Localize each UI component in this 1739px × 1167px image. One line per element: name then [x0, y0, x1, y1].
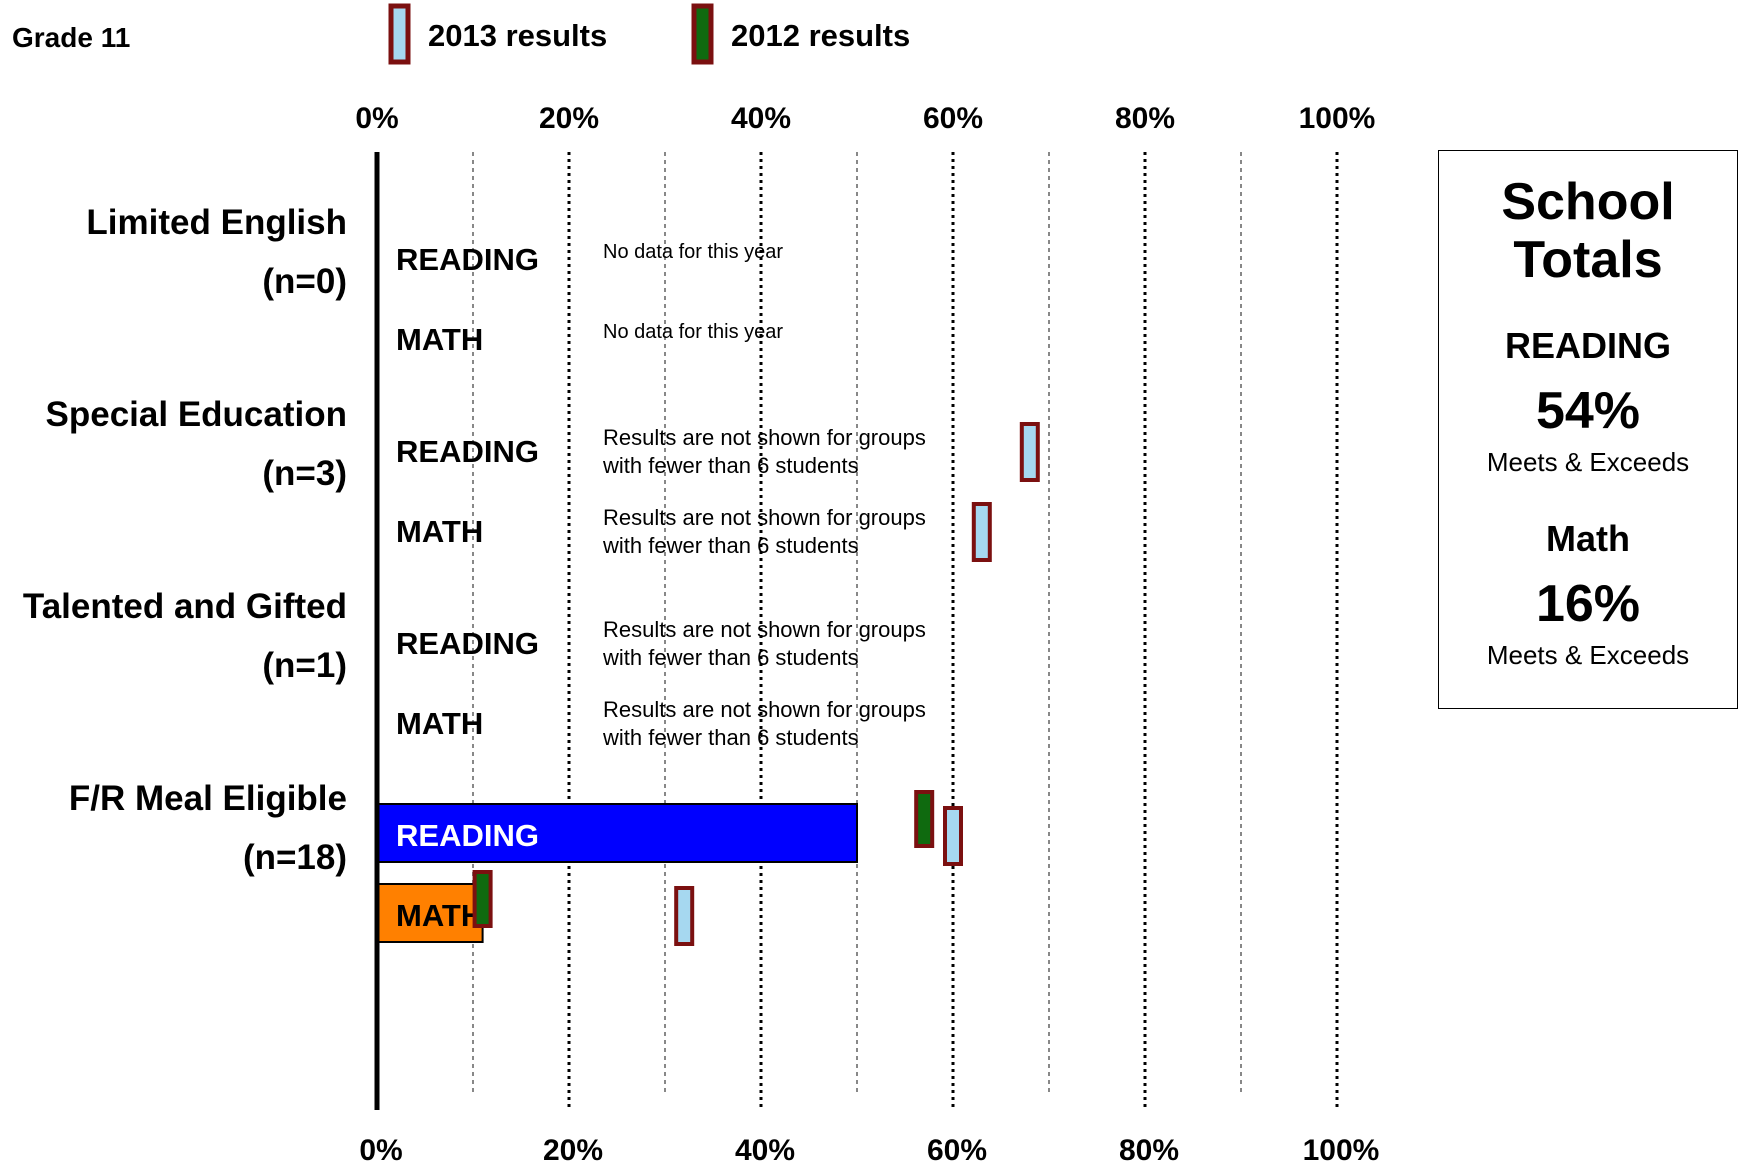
- group-n-f-r-meal-eligible: (n=18): [243, 838, 347, 877]
- row-label-talented-and-gifted-math: MATH: [396, 706, 483, 741]
- x-tick-top-80: 80%: [1115, 102, 1175, 135]
- group-label-f-r-meal-eligible: F/R Meal Eligible: [69, 779, 347, 818]
- school-totals-title-line1: School: [1501, 173, 1675, 231]
- totals-math-caption: Meets & Exceeds: [1486, 640, 1690, 670]
- x-tick-top-0: 0%: [355, 102, 398, 135]
- bar-f-r-meal-eligible-math: [376, 883, 484, 943]
- legend: 2013 results 2012 results: [388, 3, 910, 65]
- x-tick-bottom-20: 20%: [543, 1134, 603, 1167]
- group-n-talented-and-gifted: (n=1): [262, 646, 347, 685]
- group-label-limited-english: Limited English: [86, 203, 347, 242]
- x-tick-bottom-80: 80%: [1119, 1134, 1179, 1167]
- group-label-special-education: Special Education: [46, 395, 347, 434]
- row-label-f-r-meal-eligible-reading: READING: [396, 818, 539, 853]
- note-talented-and-gifted-reading: Results are not shown for groups with few…: [602, 617, 926, 670]
- group-n-limited-english: (n=0): [262, 262, 347, 301]
- totals-reading-value: 54%: [1535, 382, 1641, 440]
- result-markers: [472, 422, 1040, 946]
- row-label-limited-english-reading: READING: [396, 242, 539, 277]
- x-tick-bottom-100: 100%: [1303, 1134, 1380, 1167]
- x-tick-bottom-40: 40%: [735, 1134, 795, 1167]
- x-tick-bottom-0: 0%: [359, 1134, 402, 1167]
- legend-2012-swatch: [691, 3, 714, 65]
- note-special-education-math: Results are not shown for groups with few…: [602, 505, 926, 558]
- totals-reading-label: READING: [1504, 325, 1671, 366]
- group-n-special-education: (n=3): [262, 454, 347, 493]
- x-tick-top-100: 100%: [1299, 102, 1376, 135]
- row-labels: READING No data for this year MATH No data …: [396, 241, 926, 933]
- x-axis-top: 0% 20% 40% 60% 80% 100%: [355, 102, 1375, 135]
- marker-2013-f-r-meal-eligible-reading: [943, 806, 963, 866]
- totals-math-label: Math: [1546, 518, 1630, 559]
- row-label-talented-and-gifted-reading: READING: [396, 626, 539, 661]
- x-tick-top-20: 20%: [539, 102, 599, 135]
- marker-2013-f-r-meal-eligible-math: [674, 886, 695, 946]
- marker-2013-special-education-reading: [1019, 422, 1040, 482]
- marker-2012-f-r-meal-eligible-math: [472, 870, 493, 928]
- row-label-special-education-math: MATH: [396, 514, 483, 549]
- note-talented-and-gifted-math: Results are not shown for groups with few…: [602, 697, 926, 750]
- legend-2013-swatch: [388, 3, 411, 65]
- marker-2012-f-r-meal-eligible-reading: [914, 790, 935, 848]
- legend-2013-label: 2013 results: [428, 18, 607, 53]
- row-label-f-r-meal-eligible-math: MATH: [396, 898, 483, 933]
- x-tick-bottom-60: 60%: [927, 1134, 987, 1167]
- group-label-talented-and-gifted: Talented and Gifted: [23, 587, 347, 626]
- x-tick-top-60: 60%: [923, 102, 983, 135]
- marker-2013-special-education-math: [971, 502, 992, 562]
- school-totals-title: School Totals: [1439, 173, 1737, 289]
- legend-2012-label: 2012 results: [731, 18, 910, 53]
- row-label-limited-english-math: MATH: [396, 322, 483, 357]
- bars: [376, 803, 858, 943]
- totals-math-value: 16%: [1535, 575, 1641, 633]
- row-label-special-education-reading: READING: [396, 434, 539, 469]
- totals-reading-caption: Meets & Exceeds: [1486, 447, 1690, 477]
- group-labels: Limited English (n=0) Special Education (n=…: [23, 203, 347, 877]
- school-totals-panel: School Totals READING 54% Meets & Exceed…: [1438, 150, 1738, 709]
- note-special-education-reading: Results are not shown for groups with few…: [602, 425, 926, 478]
- gridlines: [472, 152, 1339, 1110]
- x-axis-bottom: 0% 20% 40% 60% 80% 100%: [359, 1134, 1379, 1167]
- note-limited-english-reading: No data for this year: [603, 241, 783, 263]
- grade-label: Grade 11: [12, 22, 130, 53]
- x-tick-top-40: 40%: [731, 102, 791, 135]
- note-limited-english-math: No data for this year: [603, 321, 783, 343]
- school-totals-title-line2: Totals: [1513, 231, 1663, 289]
